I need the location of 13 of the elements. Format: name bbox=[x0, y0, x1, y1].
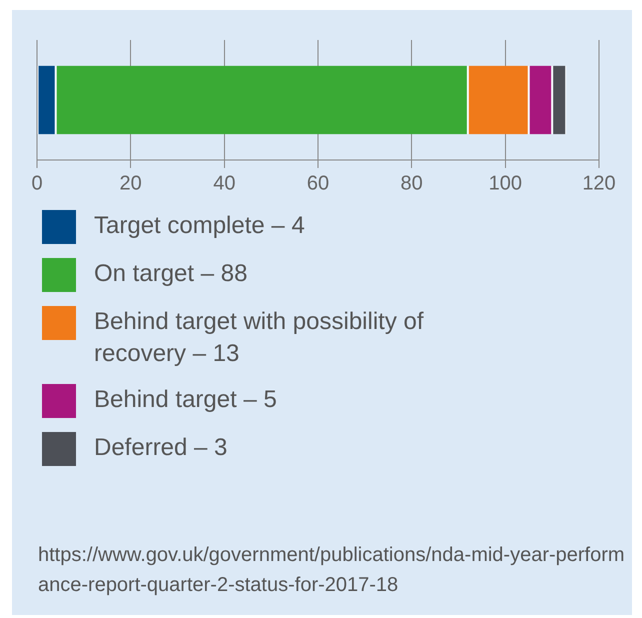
x-tick-label: 0 bbox=[31, 172, 43, 195]
x-tick-label: 60 bbox=[306, 172, 330, 195]
legend-label: Behind target – 5 bbox=[94, 385, 277, 415]
legend-label: On target – 88 bbox=[94, 259, 248, 289]
x-tick-label: 120 bbox=[582, 172, 616, 195]
x-tick-label: 80 bbox=[400, 172, 423, 195]
legend-label: Target complete – 4 bbox=[94, 211, 305, 241]
legend-label: Behind target with possibility of recovery – 13 bbox=[94, 307, 425, 369]
text: https://www.gov.uk/government/publications/nda-mid-year-performance-report-quarter-2-status-for-2017-18 bbox=[38, 543, 626, 598]
x-tick-label: 40 bbox=[213, 172, 236, 195]
x-tick-label: 100 bbox=[488, 172, 522, 195]
legend-label: Deferred – 3 bbox=[94, 433, 228, 463]
x-tick-label: 20 bbox=[120, 172, 142, 195]
